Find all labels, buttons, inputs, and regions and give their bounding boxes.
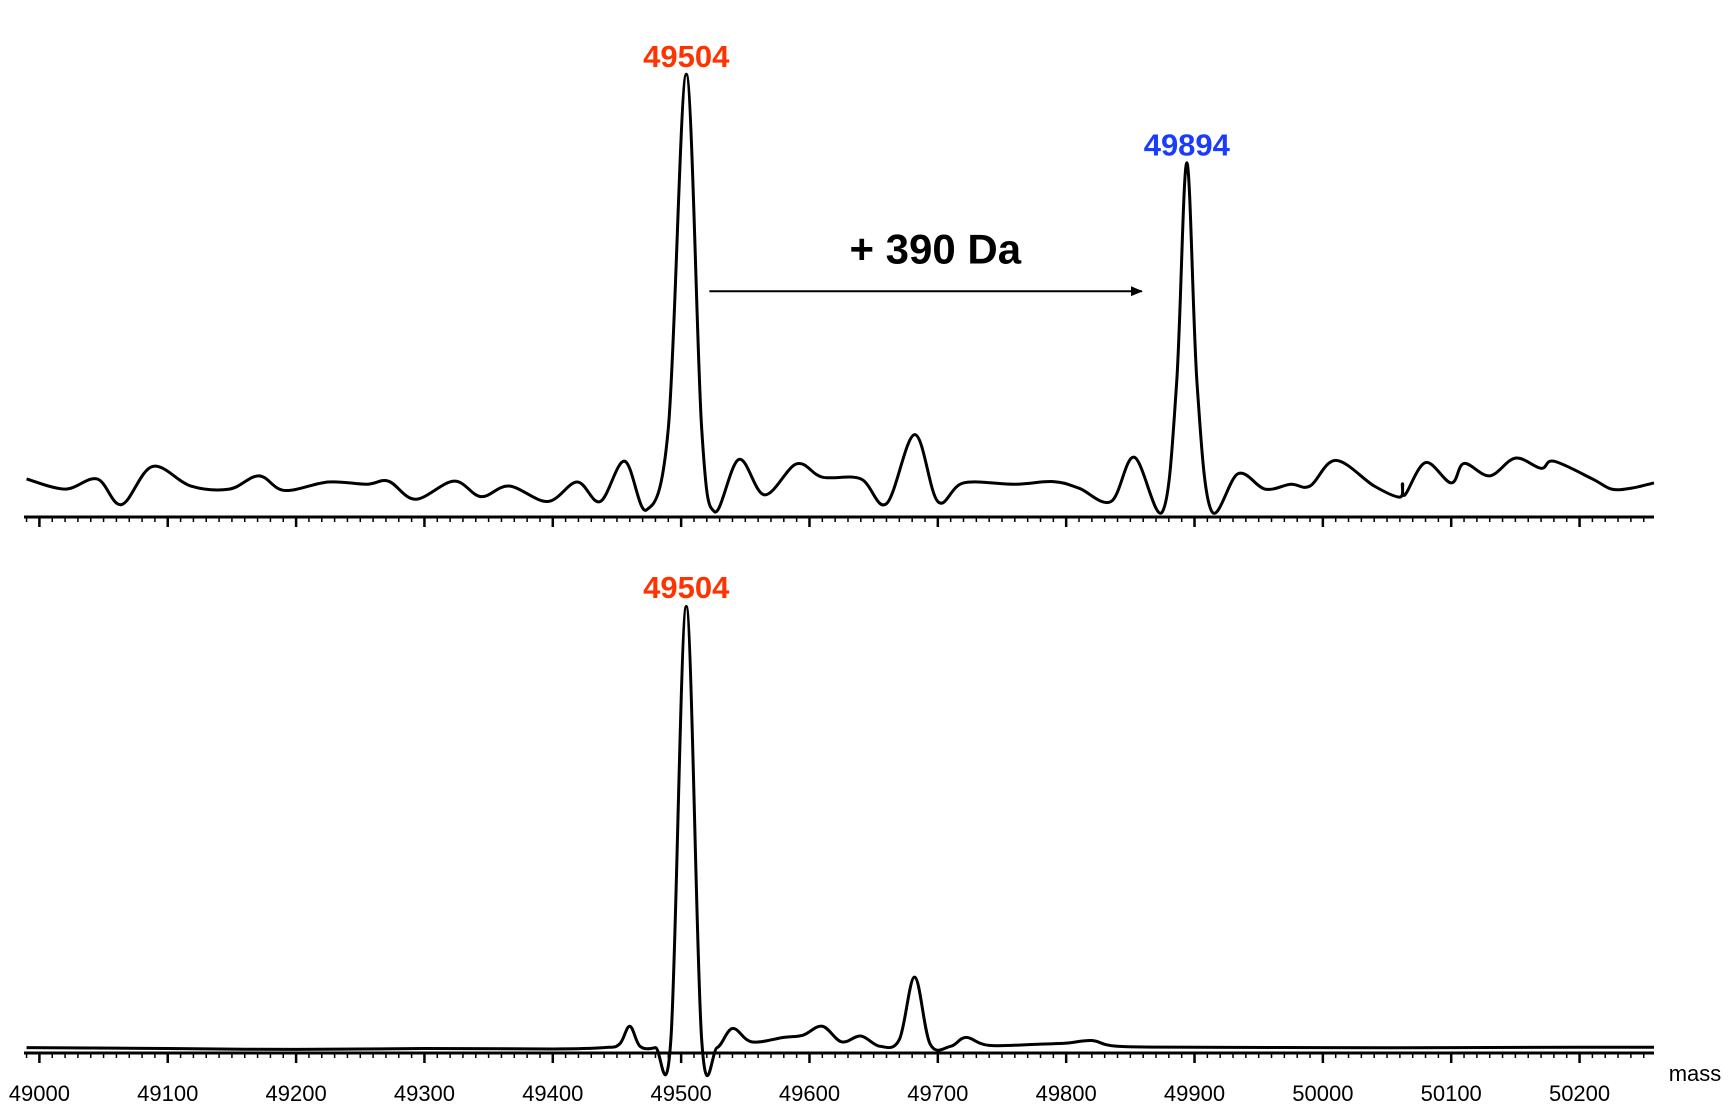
x-tick-label: 49800 (1036, 1081, 1097, 1106)
x-tick-label: 49000 (9, 1081, 70, 1106)
x-tick-label: 49200 (266, 1081, 327, 1106)
x-tick-label: 49300 (394, 1081, 455, 1106)
peak-label: 49504 (643, 570, 730, 605)
x-tick-label: 49600 (779, 1081, 840, 1106)
spectrum-line (26, 605, 1655, 1078)
peak-label: 49504 (643, 39, 730, 74)
x-tick-label: 49100 (137, 1081, 198, 1106)
spectrum-line (26, 72, 1655, 515)
shift-label: + 390 Da (849, 225, 1021, 272)
x-tick-label: 49500 (651, 1081, 712, 1106)
x-tick-label: 49400 (522, 1081, 583, 1106)
x-tick-label: 50100 (1421, 1081, 1482, 1106)
x-tick-label: 49700 (907, 1081, 968, 1106)
x-axis-label: mass (1669, 1061, 1722, 1086)
x-tick-label: 50000 (1292, 1081, 1353, 1106)
peak-label: 49894 (1144, 127, 1231, 162)
x-tick-label: 50200 (1549, 1081, 1610, 1106)
x-tick-label: 49900 (1164, 1081, 1225, 1106)
